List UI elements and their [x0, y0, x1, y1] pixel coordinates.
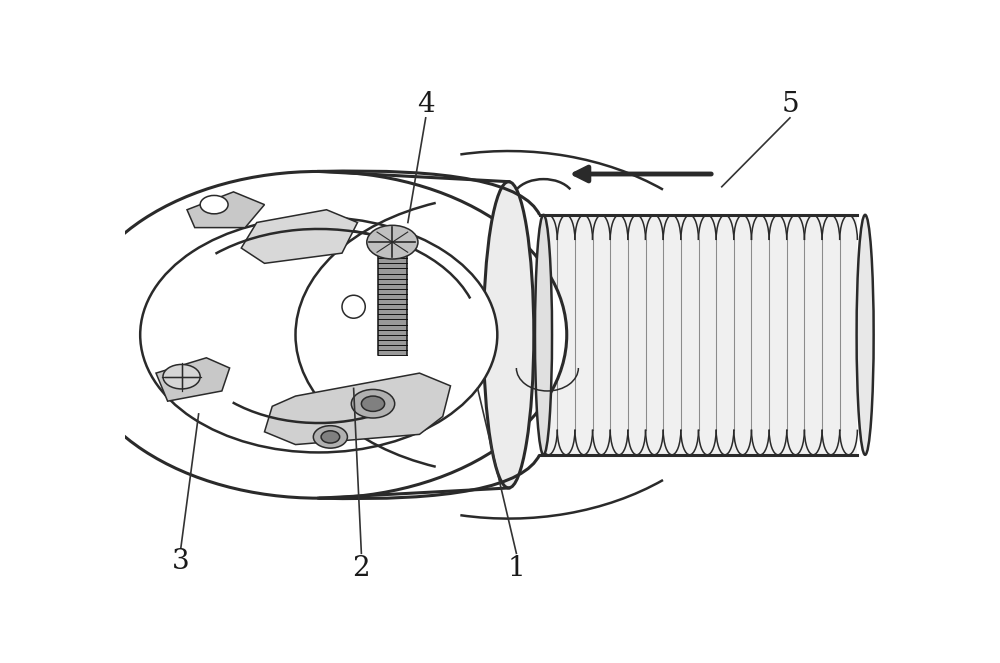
Text: 2: 2: [353, 555, 370, 582]
Text: 1: 1: [508, 555, 525, 582]
Circle shape: [361, 396, 385, 411]
Circle shape: [367, 225, 418, 259]
Polygon shape: [264, 373, 450, 445]
Circle shape: [313, 426, 347, 448]
Circle shape: [200, 196, 228, 214]
Ellipse shape: [342, 295, 365, 318]
Polygon shape: [241, 210, 358, 263]
Bar: [378, 253, 407, 355]
Text: 4: 4: [417, 91, 435, 117]
Ellipse shape: [483, 182, 534, 488]
Ellipse shape: [535, 215, 552, 455]
Circle shape: [163, 365, 200, 389]
Circle shape: [71, 172, 567, 498]
Ellipse shape: [857, 215, 874, 455]
Circle shape: [351, 389, 395, 418]
Text: 5: 5: [781, 91, 799, 117]
Polygon shape: [187, 192, 264, 227]
Circle shape: [321, 431, 340, 443]
Circle shape: [140, 217, 497, 452]
Polygon shape: [156, 358, 230, 401]
Text: 3: 3: [172, 548, 190, 575]
Polygon shape: [540, 215, 857, 455]
